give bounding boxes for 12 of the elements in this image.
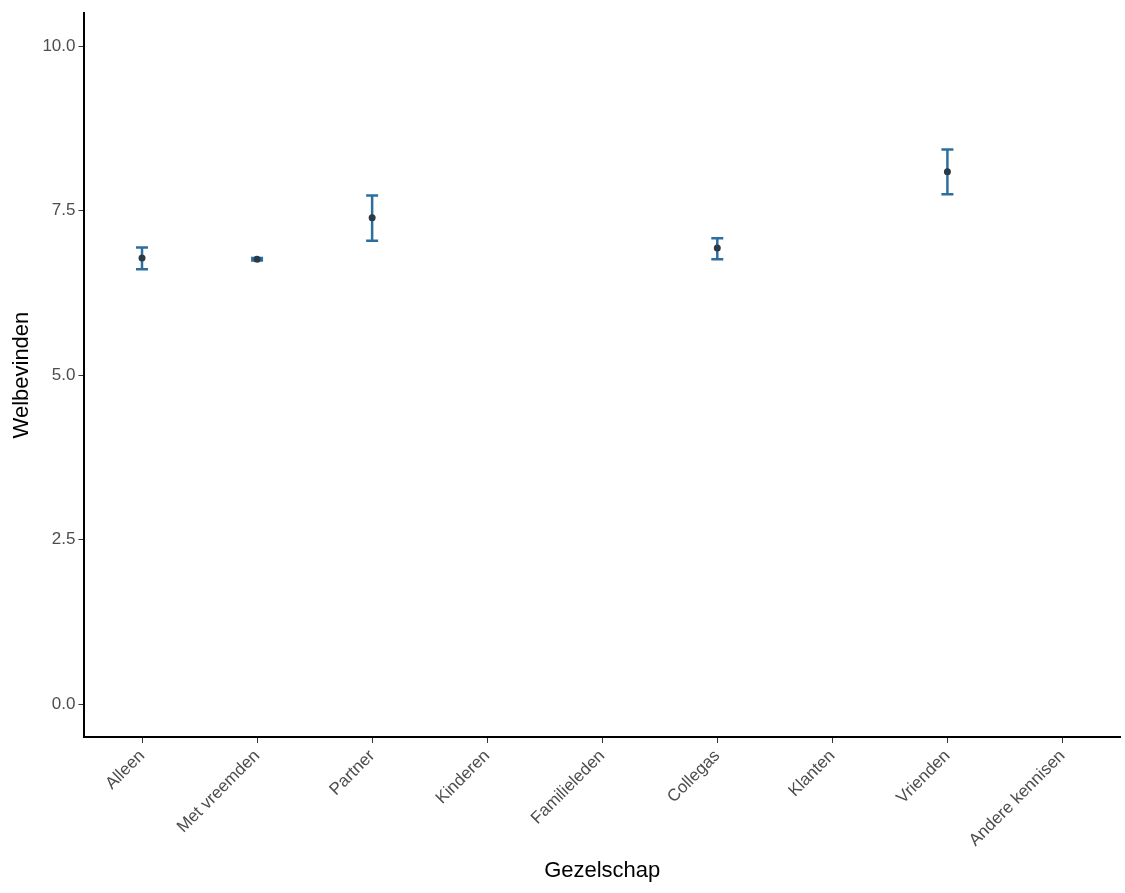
y-tick-label: 2.5 (51, 529, 76, 549)
point (713, 244, 721, 252)
y-tick-label: 0.0 (51, 693, 76, 713)
y-axis-title: Welbevinden (8, 311, 34, 439)
point (253, 255, 261, 263)
point (138, 254, 146, 262)
y-tick-label: 10.0 (42, 35, 76, 55)
point (368, 214, 376, 222)
x-axis-title: Gezelschap (544, 856, 661, 882)
y-tick-label: 5.0 (51, 364, 76, 384)
point (943, 168, 951, 176)
y-tick-label: 7.5 (51, 200, 76, 220)
